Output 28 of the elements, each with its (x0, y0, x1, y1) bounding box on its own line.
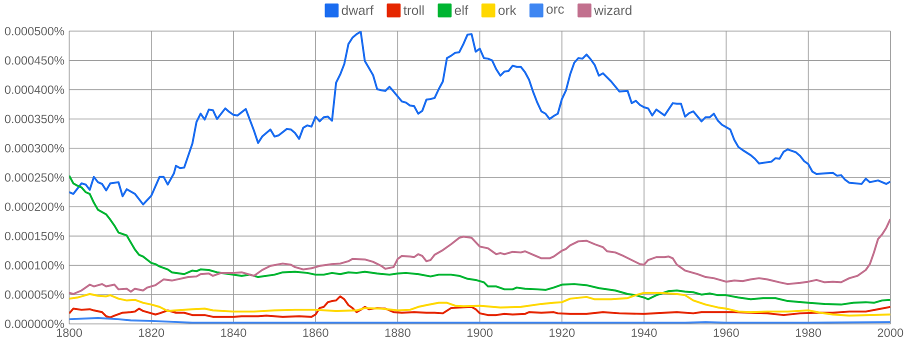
x-tick-label: 1840 (221, 328, 246, 337)
legend-label: wizard (594, 5, 632, 15)
legend-label: orc (546, 6, 564, 14)
x-tick-label: 1860 (303, 328, 328, 337)
y-tick-label: 0.000200% (4, 202, 64, 211)
x-tick-label: 1900 (467, 328, 493, 337)
x-tick-label: 1800 (56, 328, 82, 337)
legend-label: troll (403, 5, 424, 15)
y-tick-label: 0.000350% (4, 114, 64, 124)
x-tick-label: 1880 (385, 328, 410, 337)
x-tick-label: 2000 (878, 328, 904, 337)
x-tick-label: 1980 (796, 328, 822, 337)
y-tick-label: 0.000100% (4, 260, 64, 270)
y-tick-label: 0.000250% (4, 173, 64, 182)
y-tick-label: 0.000400% (4, 85, 64, 94)
legend-label: dwarf (342, 5, 374, 15)
y-tick-label: 0.000500% (4, 26, 64, 36)
x-tick-label: 1960 (714, 328, 739, 337)
x-tick-label: 1920 (550, 328, 575, 337)
y-tick-label: 0.000050% (4, 290, 64, 299)
legend-label: ork (498, 5, 516, 15)
y-tick-label: 0.000300% (4, 144, 64, 152)
y-tick-label: 0.000450% (4, 56, 64, 64)
y-tick-label: 0.000000% (4, 319, 64, 328)
y-tick-label: 0.000150% (4, 232, 64, 240)
x-tick-label: 1820 (139, 328, 164, 337)
legend-label: elf (454, 5, 468, 15)
x-tick-label: 1940 (632, 328, 657, 337)
